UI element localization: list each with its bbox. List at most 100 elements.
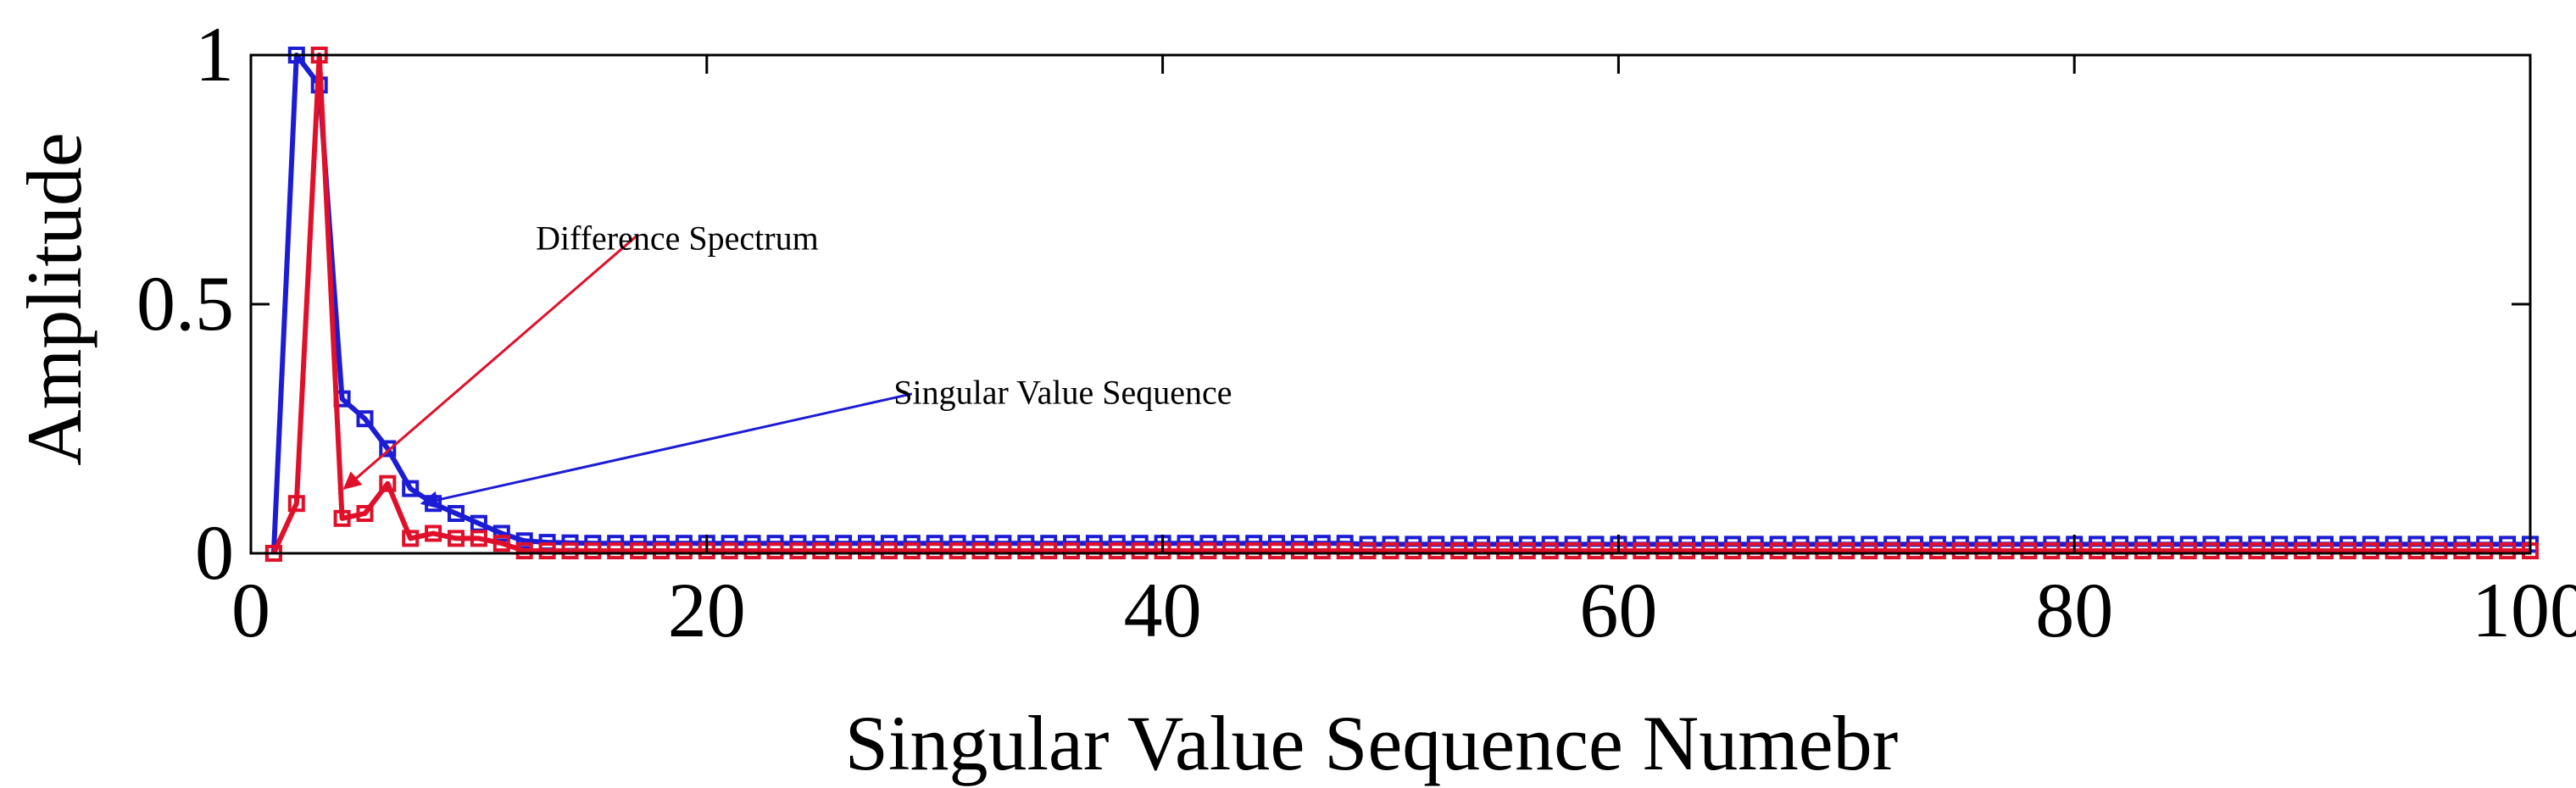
data-point xyxy=(1587,542,1605,560)
x-tick-label: 60 xyxy=(1579,567,1657,653)
data-point xyxy=(1815,542,1833,560)
data-point xyxy=(356,410,374,428)
y-axis-label: Amplitude xyxy=(11,132,97,466)
x-tick-label: 0 xyxy=(231,567,270,653)
data-point xyxy=(2156,542,2174,560)
data-point xyxy=(2043,542,2061,560)
y-tick-label: 0 xyxy=(195,509,234,596)
data-point xyxy=(2179,542,2197,560)
data-point xyxy=(926,542,943,560)
data-point xyxy=(1473,542,1491,560)
data-point xyxy=(1769,542,1787,560)
data-point xyxy=(1861,542,1878,560)
data-point xyxy=(1906,542,1923,560)
y-tick-label: 1 xyxy=(195,11,234,97)
data-point xyxy=(2317,542,2334,560)
data-point xyxy=(1701,542,1718,560)
series-line xyxy=(271,53,2530,555)
data-point xyxy=(1268,542,1285,560)
annotation-layer: Difference Spectrum Singular Value Sequen… xyxy=(342,219,1232,509)
data-point xyxy=(492,535,510,552)
data-point xyxy=(448,505,465,522)
data-point xyxy=(607,542,625,560)
data-point xyxy=(402,530,420,547)
data-point xyxy=(1450,542,1468,560)
x-tick-label: 20 xyxy=(668,567,746,653)
data-point xyxy=(379,474,397,492)
data-point xyxy=(2499,542,2517,560)
data-point xyxy=(630,542,648,560)
annotation-text: Singular Value Sequence xyxy=(893,374,1232,412)
data-point xyxy=(1997,542,2015,560)
data-point xyxy=(402,480,420,497)
data-point xyxy=(425,524,442,542)
data-point xyxy=(721,542,738,560)
data-point xyxy=(584,542,602,560)
data-point xyxy=(2476,542,2494,560)
data-point xyxy=(379,440,397,458)
data-point xyxy=(789,542,807,560)
y-tick-label: 0.5 xyxy=(136,260,234,347)
data-point xyxy=(1541,542,1559,560)
data-point xyxy=(2430,542,2448,560)
data-point xyxy=(2407,542,2425,560)
data-point xyxy=(2202,542,2220,560)
data-point xyxy=(2362,542,2379,560)
data-point xyxy=(743,542,761,560)
data-point xyxy=(2111,542,2128,560)
data-point xyxy=(1405,542,1422,560)
data-point xyxy=(470,530,487,547)
data-point xyxy=(1883,542,1901,560)
data-point xyxy=(515,532,533,550)
annotation-arrow xyxy=(342,233,640,490)
data-point xyxy=(448,530,465,547)
axes-box xyxy=(249,53,2532,555)
series-layer xyxy=(264,47,2539,562)
x-tick-label: 80 xyxy=(2035,567,2113,653)
data-point xyxy=(653,542,670,560)
data-point xyxy=(1222,542,1240,560)
data-point xyxy=(1245,542,1263,560)
data-point xyxy=(949,542,966,560)
data-point xyxy=(1678,542,1696,560)
data-point xyxy=(356,505,374,522)
data-point xyxy=(1655,542,1673,560)
data-point xyxy=(2271,542,2289,560)
annotation-1: Difference Spectrum xyxy=(342,219,819,490)
axis-layer: 0 20 40 60 80 100 0 0.5 1 xyxy=(136,11,2576,653)
series-1 xyxy=(264,47,2539,562)
data-point xyxy=(1427,542,1445,560)
data-point xyxy=(2134,542,2151,560)
data-point xyxy=(1382,542,1399,560)
data-point xyxy=(1085,542,1103,560)
data-point xyxy=(835,542,853,560)
data-point xyxy=(1040,542,1058,560)
data-point xyxy=(2294,542,2312,560)
data-point xyxy=(561,542,579,560)
data-point xyxy=(287,495,305,513)
data-point xyxy=(1746,542,1764,560)
data-point xyxy=(858,542,875,560)
data-point xyxy=(1496,542,1513,560)
data-point xyxy=(766,542,784,560)
data-point xyxy=(2225,542,2243,560)
data-point xyxy=(1199,542,1217,560)
data-point xyxy=(515,542,533,560)
data-point xyxy=(903,542,921,560)
data-point xyxy=(971,542,989,560)
data-point xyxy=(2248,542,2266,560)
annotation-2: Singular Value Sequence xyxy=(420,374,1232,509)
data-point xyxy=(2453,542,2471,560)
data-point xyxy=(538,542,556,560)
data-point xyxy=(1838,542,1855,560)
series-line xyxy=(270,53,2530,554)
data-point xyxy=(1633,542,1650,560)
data-point xyxy=(1313,542,1331,560)
data-point xyxy=(1723,542,1741,560)
x-tick-label: 100 xyxy=(2472,567,2576,653)
data-point xyxy=(812,542,830,560)
data-point xyxy=(675,542,693,560)
x-axis-label: Singular Value Sequence Numebr xyxy=(845,700,1899,786)
data-point xyxy=(1792,542,1810,560)
